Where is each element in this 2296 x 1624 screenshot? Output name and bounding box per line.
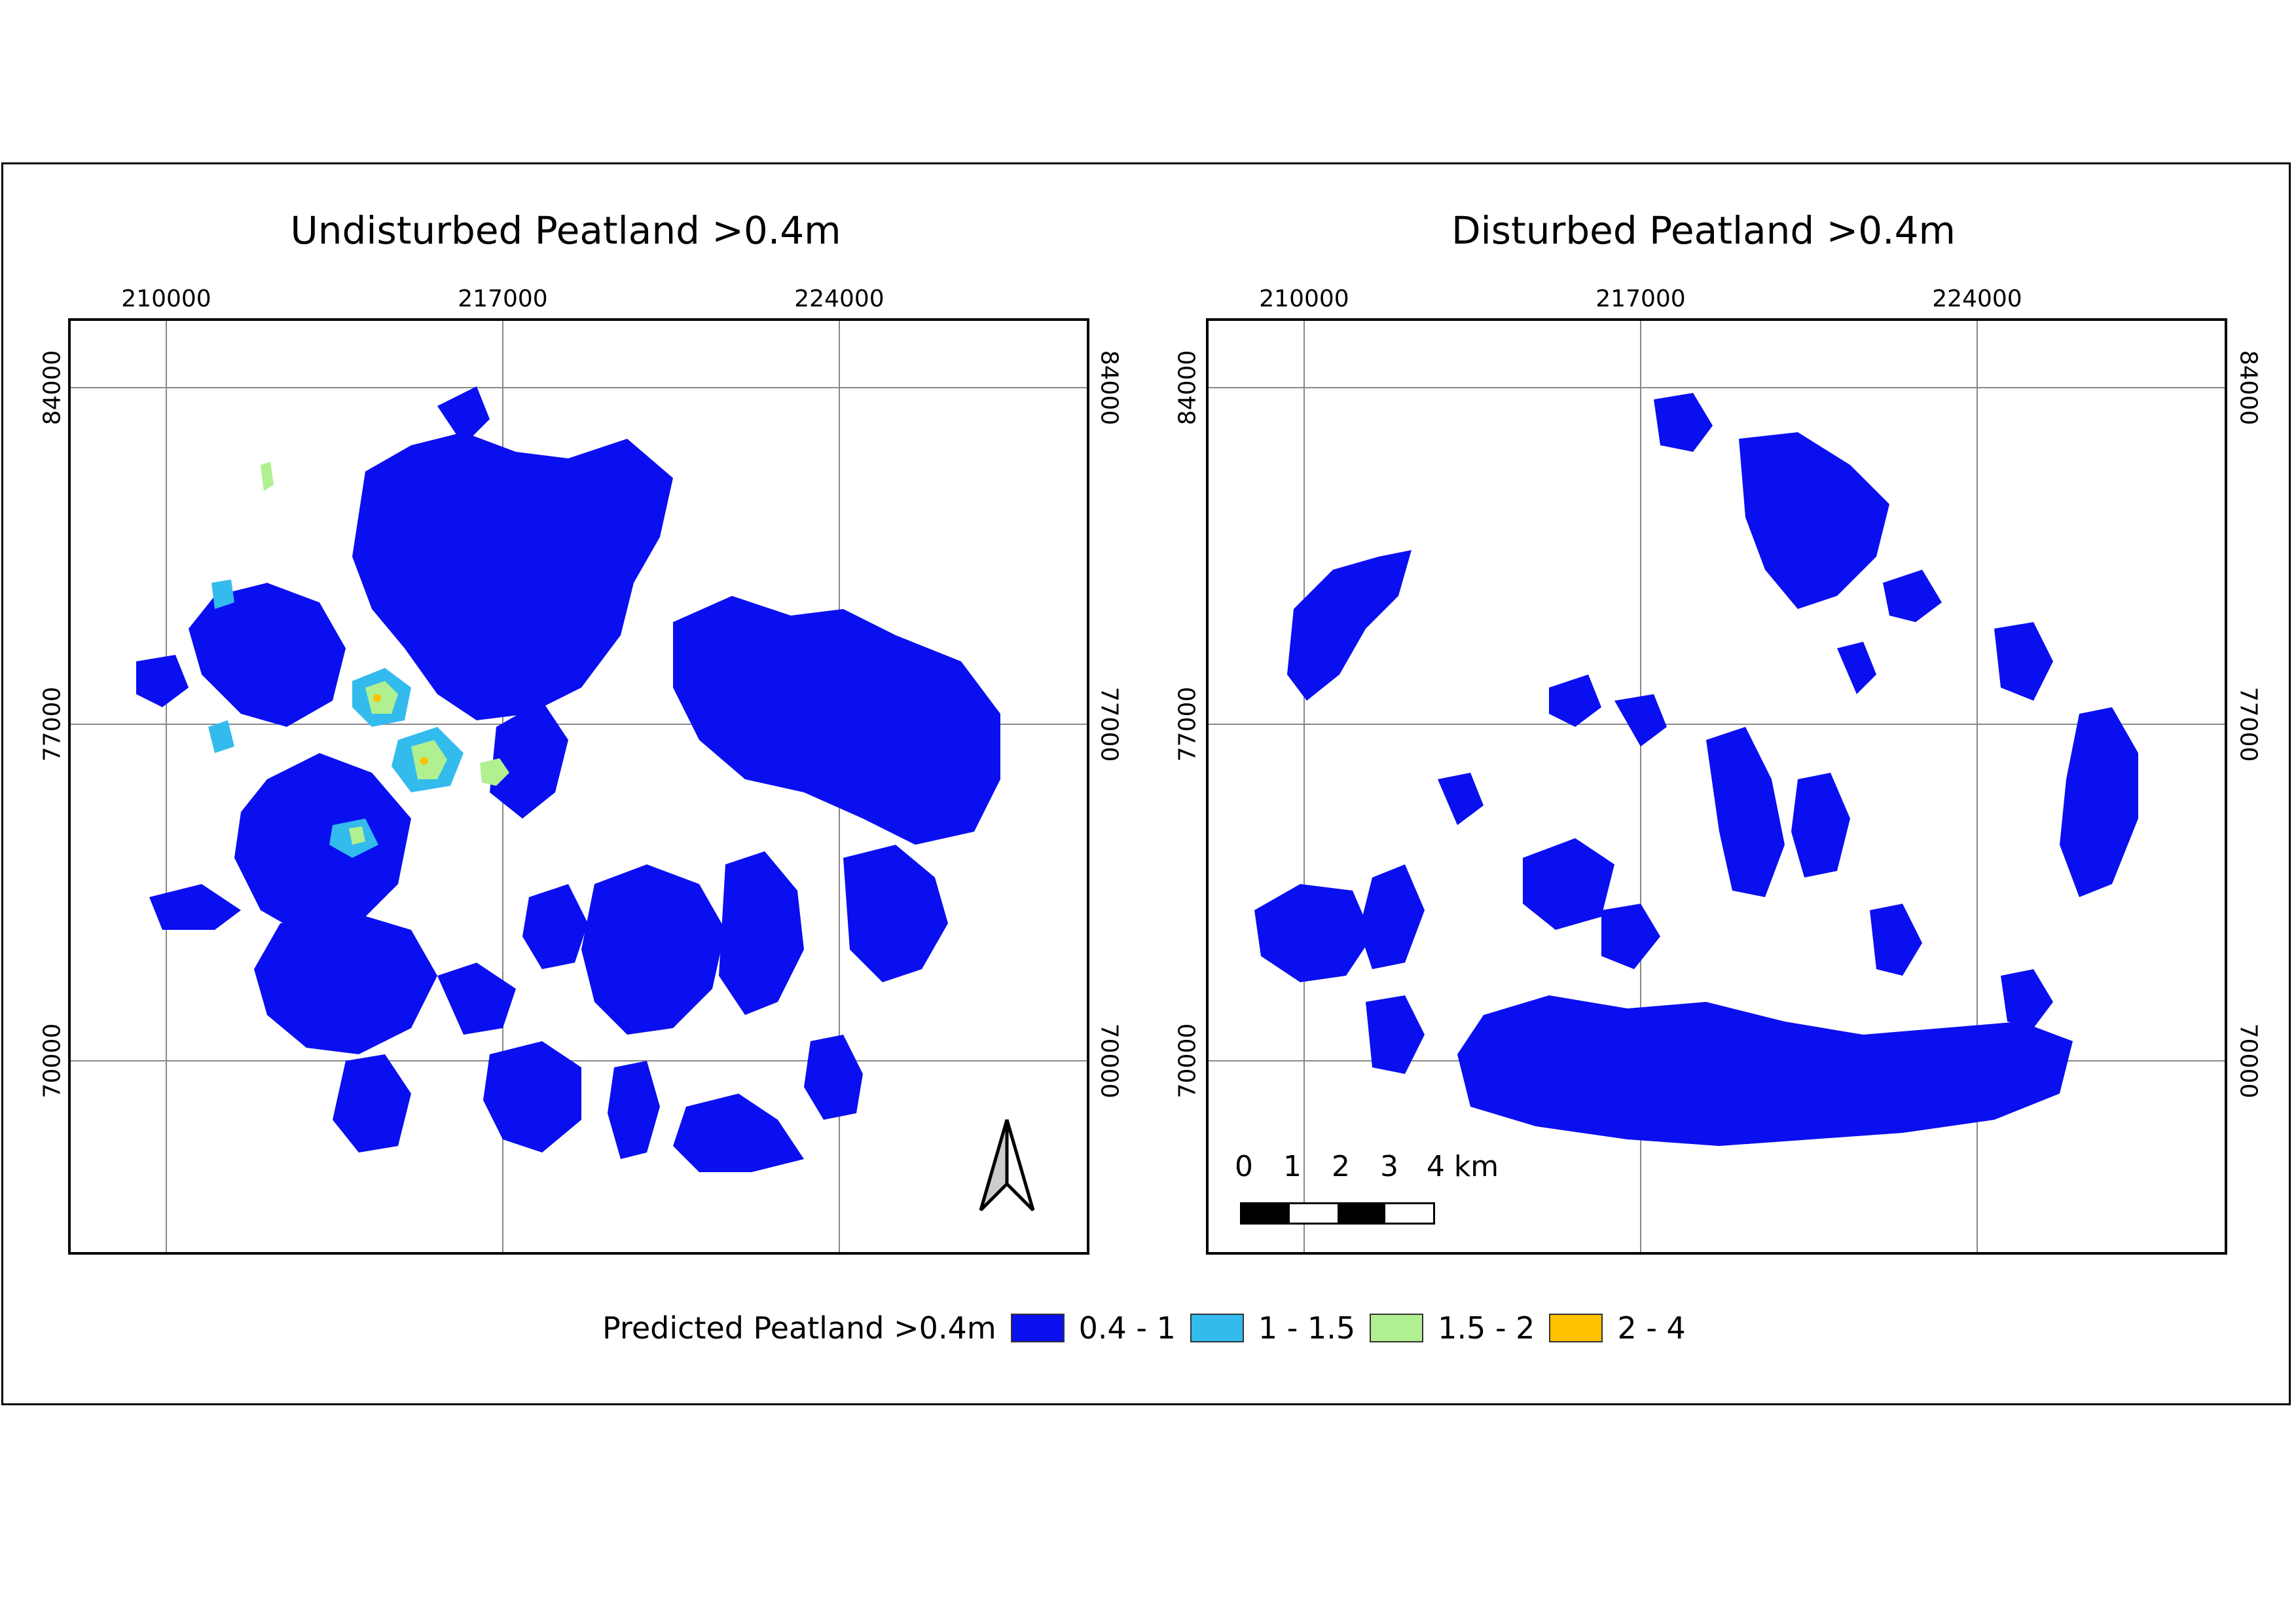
layout-frame: [1, 162, 2291, 1405]
map-disturbed: [1206, 318, 2227, 1255]
legend: Predicted Peatland >0.4m 0.4 - 1 1 - 1.5…: [602, 1308, 1686, 1348]
y-tick-right-map-left-3: 70000: [1174, 1023, 1201, 1099]
y-tick-right-map-left-2: 77000: [1174, 686, 1201, 762]
scale-segment-4: [1385, 1204, 1433, 1223]
map-disturbed-canvas: [1209, 321, 2225, 1252]
y-tick-right-map-right-2: 77000: [2234, 686, 2262, 762]
legend-label-1-5-2: 1.5 - 2: [1438, 1310, 1535, 1346]
y-tick-left-3: 70000: [39, 1023, 66, 1099]
legend-swatch-2-4: [1549, 1314, 1603, 1342]
legend-label-0-4-1: 0.4 - 1: [1078, 1310, 1176, 1346]
x-tick-left-2: 217000: [458, 286, 548, 312]
y-tick-right-left-map-2: 77000: [1095, 686, 1123, 762]
y-tick-left-1: 84000: [39, 350, 66, 426]
x-tick-right-1: 210000: [1259, 286, 1349, 312]
peat-class-1-5-2-undisturbed: [261, 462, 509, 845]
y-tick-right-left-map-1: 84000: [1095, 350, 1123, 426]
legend-swatch-0-4-1: [1010, 1314, 1065, 1342]
peat-class-1-1-5-undisturbed: [208, 580, 464, 858]
map-title-undisturbed: Undisturbed Peatland >0.4m: [290, 208, 841, 253]
x-tick-left-1: 210000: [121, 286, 211, 312]
legend-title: Predicted Peatland >0.4m: [602, 1310, 996, 1346]
scale-label-3: 3: [1380, 1150, 1398, 1183]
legend-swatch-1-1-5: [1190, 1314, 1244, 1342]
scale-label-1: 1: [1283, 1150, 1302, 1183]
y-tick-right-map-right-3: 70000: [2234, 1023, 2262, 1099]
x-tick-right-2: 217000: [1595, 286, 1686, 312]
map-title-disturbed: Disturbed Peatland >0.4m: [1451, 208, 1956, 253]
scale-segment-1: [1242, 1204, 1290, 1223]
north-arrow-icon: [979, 1119, 1035, 1211]
y-tick-right-left-map-3: 70000: [1095, 1023, 1123, 1099]
y-tick-right-map-left-1: 84000: [1174, 350, 1201, 426]
scale-segment-2: [1290, 1204, 1338, 1223]
x-tick-left-3: 224000: [794, 286, 884, 312]
legend-label-1-1-5: 1 - 1.5: [1258, 1310, 1356, 1346]
map-undisturbed-canvas: [71, 321, 1087, 1252]
scale-segment-3: [1338, 1204, 1385, 1223]
y-tick-left-2: 77000: [39, 686, 66, 762]
peat-class-0-4-1-undisturbed: [136, 386, 1000, 1172]
scale-label-4: 4 km: [1426, 1150, 1499, 1183]
legend-label-2-4: 2 - 4: [1617, 1310, 1686, 1346]
x-tick-right-3: 224000: [1932, 286, 2022, 312]
map-undisturbed: [68, 318, 1089, 1255]
peat-class-0-4-1-disturbed: [1254, 393, 2138, 1146]
peat-class-2-4-undisturbed: [373, 694, 428, 765]
scale-label-2: 2: [1332, 1150, 1350, 1183]
y-tick-right-map-right-1: 84000: [2234, 350, 2262, 426]
scale-bar-segments: [1240, 1202, 1435, 1225]
scale-label-0: 0: [1235, 1150, 1253, 1183]
legend-swatch-1-5-2: [1370, 1314, 1424, 1342]
